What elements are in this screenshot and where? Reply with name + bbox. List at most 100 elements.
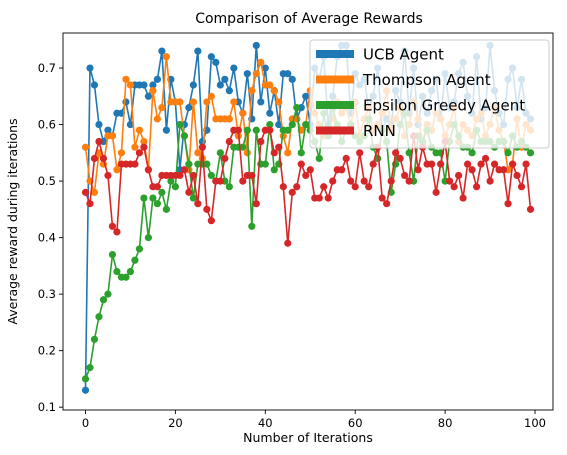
data-point-ucb-agent: [261, 64, 269, 72]
y-tick-label: 0.1: [38, 400, 56, 414]
data-point-ucb-agent: [288, 75, 296, 83]
x-tick-label: 0: [82, 416, 89, 430]
data-point-epsilon-greedy-agent: [135, 245, 144, 253]
data-point-epsilon-greedy-agent: [180, 132, 188, 140]
data-point-thompson-agent: [153, 115, 161, 123]
legend-box: [309, 39, 550, 149]
data-point-ucb-agent: [81, 386, 90, 394]
data-point-epsilon-greedy-agent: [108, 250, 117, 259]
data-point-rnn: [270, 149, 278, 157]
data-point-rnn: [459, 194, 467, 202]
data-point-epsilon-greedy-agent: [203, 160, 211, 168]
data-point-thompson-agent: [126, 81, 135, 89]
data-point-rnn: [306, 166, 314, 174]
data-point-rnn: [297, 160, 305, 168]
data-point-epsilon-greedy-agent: [468, 149, 476, 157]
data-point-rnn: [396, 154, 404, 163]
data-point-ucb-agent: [153, 75, 161, 83]
data-point-ucb-agent: [230, 64, 238, 72]
data-point-epsilon-greedy-agent: [185, 160, 193, 168]
data-point-rnn: [203, 205, 211, 213]
data-point-ucb-agent: [95, 120, 103, 129]
y-tick-label: 0.5: [38, 174, 56, 188]
data-point-rnn: [378, 194, 386, 202]
data-point-rnn: [513, 171, 521, 180]
data-point-ucb-agent: [86, 64, 94, 72]
data-point-rnn: [446, 177, 454, 185]
data-point-epsilon-greedy-agent: [171, 183, 179, 191]
data-point-epsilon-greedy-agent: [252, 126, 260, 134]
data-point-epsilon-greedy-agent: [99, 296, 108, 304]
data-point-rnn: [153, 183, 161, 191]
data-point-rnn: [81, 188, 90, 196]
data-point-thompson-agent: [207, 92, 215, 100]
data-point-epsilon-greedy-agent: [504, 149, 512, 157]
legend-entry-label: RNN: [363, 122, 396, 140]
data-point-ucb-agent: [207, 53, 215, 61]
data-point-epsilon-greedy-agent: [270, 166, 278, 174]
data-point-epsilon-greedy-agent: [176, 120, 184, 129]
data-point-epsilon-greedy-agent: [104, 290, 112, 298]
y-tick-label: 0.3: [38, 287, 56, 301]
x-tick-label: 20: [168, 416, 183, 430]
data-point-rnn: [526, 205, 535, 213]
data-point-rnn: [284, 239, 292, 247]
data-point-rnn: [522, 160, 530, 168]
data-point-rnn: [392, 149, 400, 157]
data-point-rnn: [194, 200, 202, 208]
data-point-ucb-agent: [126, 120, 135, 129]
y-axis: 0.1 0.2 0.3 0.4 0.5 0.6 0.7: [38, 61, 63, 414]
data-point-ucb-agent: [302, 92, 310, 100]
data-point-rnn: [180, 166, 188, 174]
data-point-rnn: [428, 160, 436, 168]
data-point-thompson-agent: [230, 98, 238, 106]
data-point-rnn: [176, 171, 184, 180]
data-point-rnn: [468, 166, 476, 174]
data-point-ucb-agent: [225, 87, 233, 95]
data-point-rnn: [279, 183, 287, 191]
data-point-rnn: [275, 143, 283, 151]
data-point-ucb-agent: [252, 41, 260, 50]
data-point-rnn: [248, 171, 256, 180]
x-axis: 0 20 40 60 80 100: [82, 410, 546, 430]
x-tick-label: 100: [524, 416, 546, 430]
series-rnn: [81, 126, 535, 247]
data-point-rnn: [401, 171, 409, 180]
data-point-rnn: [221, 154, 229, 163]
data-point-thompson-agent: [140, 137, 148, 146]
data-point-rnn: [252, 200, 260, 208]
data-point-rnn: [198, 143, 206, 151]
data-point-epsilon-greedy-agent: [126, 267, 135, 276]
data-point-rnn: [347, 177, 355, 185]
data-point-rnn: [437, 160, 445, 168]
data-point-epsilon-greedy-agent: [140, 194, 148, 202]
data-point-rnn: [508, 160, 517, 168]
data-point-rnn: [342, 154, 350, 163]
data-point-thompson-agent: [248, 87, 256, 95]
data-point-epsilon-greedy-agent: [189, 194, 197, 202]
data-point-thompson-agent: [81, 143, 90, 151]
data-point-rnn: [320, 183, 328, 191]
data-point-rnn: [450, 183, 458, 191]
data-point-epsilon-greedy-agent: [261, 160, 269, 168]
chart-title: Comparison of Average Rewards: [195, 11, 423, 27]
data-point-epsilon-greedy-agent: [122, 273, 130, 281]
data-point-ucb-agent: [149, 81, 157, 89]
data-point-rnn: [216, 177, 224, 185]
data-point-rnn: [414, 166, 422, 174]
data-point-epsilon-greedy-agent: [90, 335, 99, 343]
data-point-thompson-agent: [117, 149, 126, 157]
data-point-ucb-agent: [221, 75, 229, 83]
data-point-epsilon-greedy-agent: [144, 234, 153, 242]
data-point-rnn: [288, 188, 296, 196]
y-axis-label: Average reward during iterations: [5, 118, 20, 324]
data-point-thompson-agent: [270, 87, 278, 95]
data-point-rnn: [266, 126, 274, 134]
data-point-thompson-agent: [252, 70, 260, 78]
data-point-rnn: [365, 183, 373, 191]
data-point-epsilon-greedy-agent: [162, 205, 170, 213]
data-point-ucb-agent: [140, 81, 148, 89]
data-point-thompson-agent: [225, 115, 233, 123]
data-point-rnn: [234, 126, 242, 134]
data-point-ucb-agent: [194, 47, 202, 55]
